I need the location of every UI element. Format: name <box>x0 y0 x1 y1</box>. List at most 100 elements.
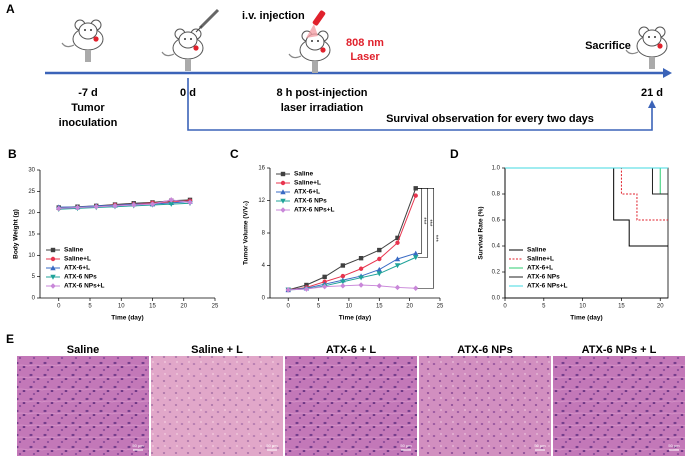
data-point <box>376 271 382 277</box>
legend-label: ATX-6+L <box>294 189 320 196</box>
injection-label: i.v. injection <box>242 10 305 22</box>
observation-bracket <box>187 78 653 131</box>
x-tick-label: 25 <box>437 304 444 310</box>
histology-label: ATX-6 NPs + L <box>582 344 657 356</box>
data-point <box>394 284 401 291</box>
mouse-icon <box>61 19 104 63</box>
legend-label: Saline+L <box>294 180 321 187</box>
scale-bar-label: 50 μm <box>400 443 412 448</box>
data-point <box>358 266 364 271</box>
legend-label: ATX-6 NPs+L <box>294 207 335 214</box>
data-point <box>358 275 364 281</box>
y-tick-label: 8 <box>262 231 266 237</box>
data-point <box>413 193 418 198</box>
y-tick-label: 30 <box>28 168 35 174</box>
x-tick-label: 15 <box>618 304 625 310</box>
data-point <box>168 197 174 203</box>
y-tick-label: 0.4 <box>492 244 501 250</box>
data-point <box>340 283 346 289</box>
series-line <box>58 199 191 209</box>
data-point <box>340 263 346 268</box>
event-label: Tumor <box>71 102 105 114</box>
data-point <box>280 180 286 186</box>
data-point <box>358 282 364 288</box>
data-point <box>285 287 291 293</box>
timeline-arrow <box>663 68 672 78</box>
histology-label: ATX-6 NPs <box>457 344 512 356</box>
series-line <box>58 202 191 210</box>
data-point <box>56 205 62 212</box>
event-label: inoculation <box>59 117 118 129</box>
legend-label: Saline <box>64 247 84 254</box>
x-tick-label: 5 <box>542 304 546 310</box>
y-tick-label: 10 <box>28 253 35 259</box>
data-point <box>377 247 382 253</box>
y-tick-label: 25 <box>28 189 35 195</box>
x-tick-label: 15 <box>376 304 383 310</box>
x-tick-label: 20 <box>406 304 413 310</box>
x-tick-label: 10 <box>346 304 353 310</box>
sacrifice-label: Sacrifice <box>585 40 631 52</box>
data-point <box>358 255 364 261</box>
histology-shade <box>17 356 149 456</box>
legend-label: Saline+L <box>527 256 554 263</box>
data-point <box>168 201 174 207</box>
histology-image <box>17 356 149 456</box>
significance-bracket <box>417 188 435 289</box>
mouse-icon <box>625 26 668 70</box>
y-tick-label: 0 <box>32 296 36 302</box>
histology-label: ATX-6 + L <box>326 344 377 356</box>
x-tick-label: 20 <box>180 304 187 310</box>
x-tick-label: 0 <box>287 304 291 310</box>
y-tick-label: 12 <box>258 198 265 204</box>
histology-shade <box>553 356 685 456</box>
histology-image <box>553 356 685 456</box>
event-label: 8 h post-injection <box>276 87 367 99</box>
data-point <box>321 283 328 290</box>
significance-label: *** <box>420 217 426 225</box>
legend-label: Saline+L <box>64 256 91 263</box>
data-point <box>376 283 382 289</box>
legend-label: ATX-6 NPs <box>527 274 560 281</box>
histology-row: Saline 50 μm Saline + L 50 μm ATX-6 + L 50 μm… <box>17 344 685 456</box>
data-point <box>50 265 56 271</box>
mouse-icon <box>161 28 204 72</box>
y-tick-label: 1.0 <box>492 166 501 172</box>
significance-label: *** <box>432 235 438 243</box>
x-tick-label: 5 <box>317 304 321 310</box>
y-tick-label: 5 <box>32 274 36 280</box>
histology-label: Saline <box>67 344 99 356</box>
histology-shade <box>419 356 551 456</box>
histology-image <box>419 356 551 456</box>
y-axis-title: Tumor Volume (V/V₀) <box>243 201 250 265</box>
x-axis-title: Time (day) <box>111 315 143 322</box>
panel-label: C <box>230 147 239 161</box>
x-tick-label: 10 <box>118 304 125 310</box>
legend-label: ATX-6 NPs <box>64 274 97 281</box>
data-point <box>149 201 156 207</box>
x-tick-label: 20 <box>657 304 664 310</box>
survival-curve <box>505 167 668 247</box>
scale-bar-label: 50 μm <box>534 443 546 448</box>
data-point <box>303 286 310 292</box>
histology-shade <box>285 356 417 456</box>
series-line <box>288 188 417 291</box>
data-point <box>340 273 346 279</box>
series-line <box>288 195 417 291</box>
legend-label: ATX-6 NPs+L <box>64 283 105 290</box>
data-point <box>395 240 400 245</box>
data-point <box>50 256 56 262</box>
y-tick-label: 0 <box>262 296 266 302</box>
data-point <box>394 256 401 262</box>
laser-label: Laser <box>350 51 380 63</box>
y-tick-label: 4 <box>262 263 266 269</box>
survival-curve <box>505 167 668 195</box>
y-tick-label: 0.6 <box>492 218 501 224</box>
data-point <box>280 207 286 213</box>
legend-label: ATX-6+L <box>64 265 90 272</box>
data-point <box>413 255 419 261</box>
x-tick-label: 15 <box>149 304 156 310</box>
y-axis-title: Body Weight (g) <box>13 209 20 259</box>
data-point <box>394 263 401 269</box>
data-point <box>413 186 418 191</box>
